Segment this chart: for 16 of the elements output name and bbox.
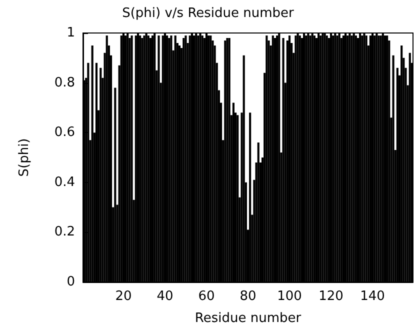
x-tick-label: 20 — [115, 289, 132, 304]
x-tick-label: 60 — [198, 289, 215, 304]
x-tick-label: 120 — [318, 289, 344, 304]
x-tick-label: 40 — [156, 289, 174, 304]
y-tick-label: 1 — [66, 26, 75, 40]
y-tick-label: 0.6 — [54, 125, 75, 140]
chart-title: S(phi) v/s Residue number — [122, 6, 295, 21]
x-axis-title: Residue number — [194, 311, 302, 326]
x-tick-label: 80 — [240, 289, 256, 304]
y-axis-title: S(phi) — [17, 138, 32, 177]
y-tick-label: 0.8 — [54, 75, 75, 90]
x-tick-label: 140 — [360, 289, 385, 304]
y-tick-label: 0.2 — [54, 224, 75, 240]
y-tick-label: 0 — [66, 274, 75, 290]
x-tick-label: 100 — [277, 289, 302, 304]
y-tick-label: 0.4 — [54, 174, 75, 190]
